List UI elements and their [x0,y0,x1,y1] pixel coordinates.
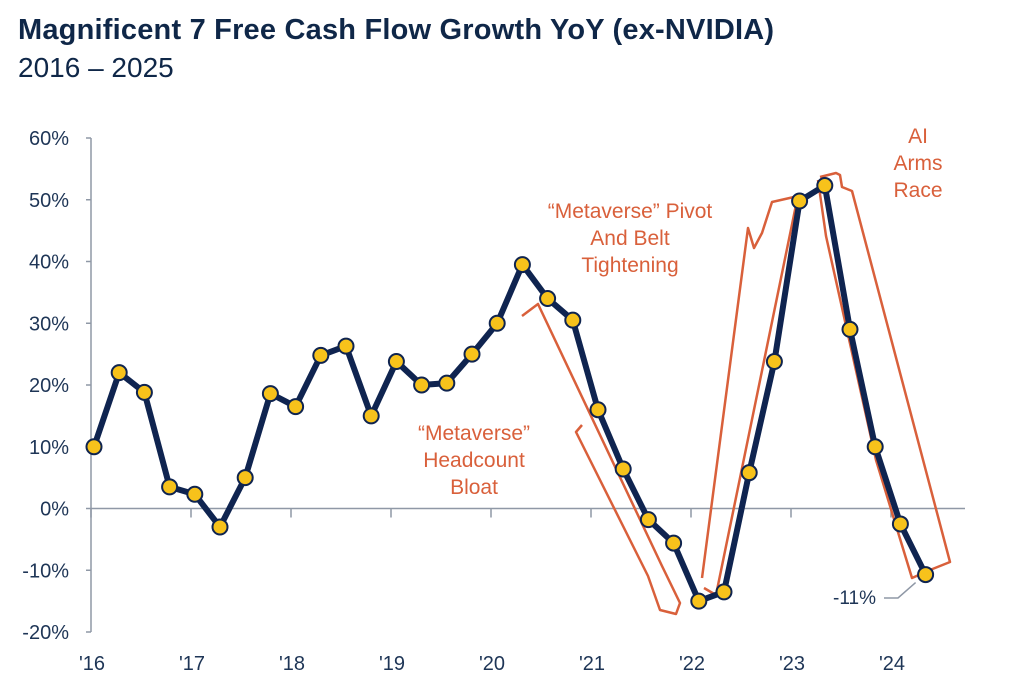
data-point [261,385,279,403]
x-tick-label: '23 [779,653,805,675]
x-tick-label: '18 [279,653,305,675]
data-point [589,401,607,419]
y-tick-label: 50% [29,190,69,212]
data-point [866,438,884,456]
data-point [413,376,431,394]
x-tick-label: '19 [379,653,405,675]
data-point [690,592,708,610]
x-tick-label: '24 [879,653,905,675]
x-tick-label: '22 [679,653,705,675]
data-point [639,511,657,529]
data-point [841,320,859,338]
chart-title: Magnificent 7 Free Cash Flow Growth YoY … [18,14,775,46]
x-tick-label: '16 [79,653,105,675]
data-point [765,353,783,371]
data-point [287,398,305,416]
chart-axes: 60% 50% 40% 30% 20% 10% 0% -10% -20% '16 '17 '18 '19… [22,128,965,675]
data-point [539,290,557,308]
data-point [135,383,153,401]
data-point [791,192,809,210]
x-tick-label: '21 [579,653,605,675]
data-point [740,464,758,482]
end-value-label: -11% [833,588,876,609]
y-tick-label: 10% [29,437,69,459]
annotation-labels: “Metaverse” Headcount Bloat “Metaverse” Piv… [418,125,943,609]
data-point [917,566,935,584]
data-point [186,485,204,503]
data-point [891,515,909,533]
x-tick-label: '20 [479,653,505,675]
annotation-headcount-bloat: “Metaverse” Headcount Bloat [418,422,530,499]
y-tick-label: 30% [29,313,69,335]
data-point [463,345,481,363]
data-point [488,314,506,332]
series-line [91,182,929,605]
data-point [816,177,834,195]
data-point [715,583,733,601]
data-point [211,518,229,536]
y-tick-label: -20% [22,622,69,644]
x-tick-label: '17 [179,653,205,675]
data-point [513,256,531,274]
data-point [438,374,456,392]
y-tick-label: 60% [29,128,69,150]
data-point [85,438,103,456]
data-point [614,460,632,478]
data-point [236,469,254,487]
bracket-ai-arms-race [816,171,952,580]
data-point [110,364,128,382]
data-series [85,177,935,610]
y-tick-label: 40% [29,252,69,274]
data-point [362,407,380,425]
end-label-leader [884,582,917,599]
bracket-metaverse-pivot [700,195,798,597]
data-point [387,353,405,371]
chart-subtitle: 2016 – 2025 [18,52,174,83]
data-point [161,478,179,496]
y-tick-label: 0% [40,499,69,521]
data-point [337,337,355,355]
annotation-ai-arms-race: AI Arms Race [893,125,942,202]
annotation-metaverse-pivot: “Metaverse” Pivot And Belt Tightening [548,200,713,277]
data-point [564,311,582,329]
data-point [665,534,683,552]
data-point [312,346,330,364]
y-tick-label: -10% [22,560,69,582]
y-tick-label: 20% [29,375,69,397]
bracket-headcount-bloat [521,302,682,616]
